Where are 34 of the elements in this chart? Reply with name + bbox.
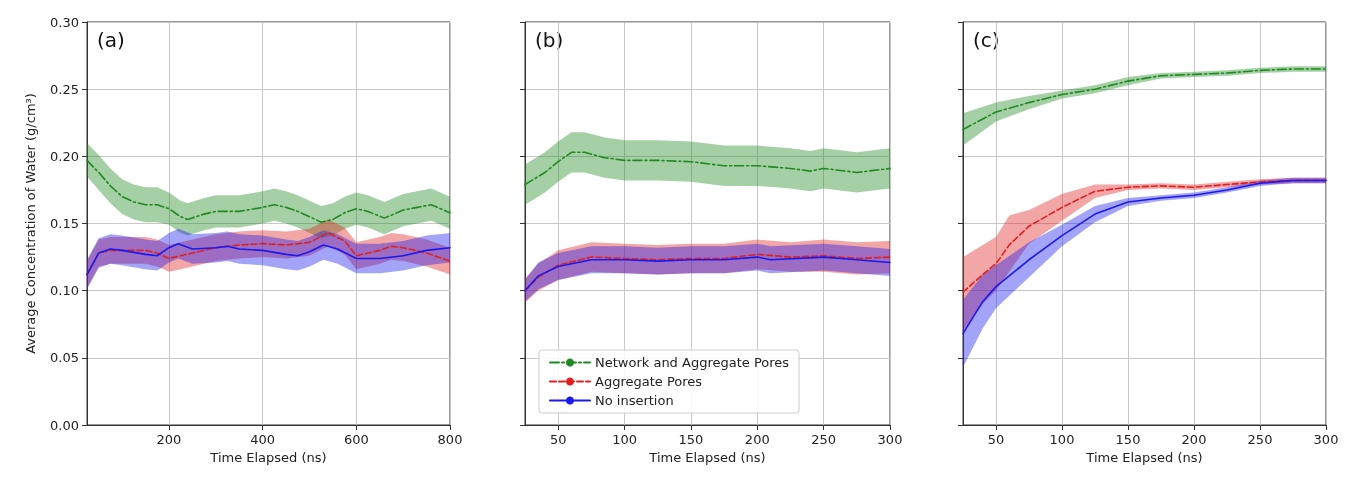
legend-label: Network and Aggregate Pores (595, 355, 790, 370)
annotation: (b) (535, 28, 564, 52)
x-tick-label: 250 (1247, 432, 1273, 447)
x-tick-label: 600 (343, 432, 369, 447)
x-tick-label: 150 (1115, 432, 1141, 447)
y-tick-label: 0.00 (50, 417, 79, 433)
y-tick-label: 0.30 (50, 14, 79, 30)
y-tick-label: 0.15 (50, 216, 79, 231)
x-tick-label: 100 (612, 432, 637, 447)
x-tick-label: 50 (987, 432, 1005, 447)
line-series (86, 159, 451, 223)
y-tick-label: 0.25 (50, 81, 79, 97)
x-tick-label: 800 (437, 432, 463, 447)
x-tick-label: 400 (250, 432, 276, 447)
x-axis-title: Time Elapsed (ns) (1085, 449, 1203, 465)
x-tick-label: 300 (877, 432, 903, 447)
x-axis-title: Time Elapsed (ns) (648, 449, 766, 465)
x-tick-label: 200 (744, 432, 770, 447)
line-series (86, 242, 451, 276)
x-tick-label: 150 (678, 432, 704, 447)
y-tick-label: 0.20 (50, 148, 79, 164)
x-tick-label: 200 (1181, 432, 1207, 447)
x-tick-label: 300 (1313, 432, 1339, 447)
x-axis-title: Time Elapsed (ns) (209, 449, 327, 465)
legend-label: Aggregate Pores (595, 374, 703, 389)
x-tick-label: 50 (549, 432, 567, 447)
y-axis-title: Average Concentration of Water (g/cm³) (23, 93, 38, 354)
x-tick-label: 200 (156, 432, 182, 447)
legend-label: No insertion (595, 393, 674, 408)
y-tick-label: 0.05 (50, 350, 79, 366)
x-tick-label: 250 (811, 432, 837, 447)
x-tick-label: 100 (1049, 432, 1075, 447)
y-tick-label: 0.10 (50, 283, 79, 299)
annotation: (a) (97, 28, 125, 52)
